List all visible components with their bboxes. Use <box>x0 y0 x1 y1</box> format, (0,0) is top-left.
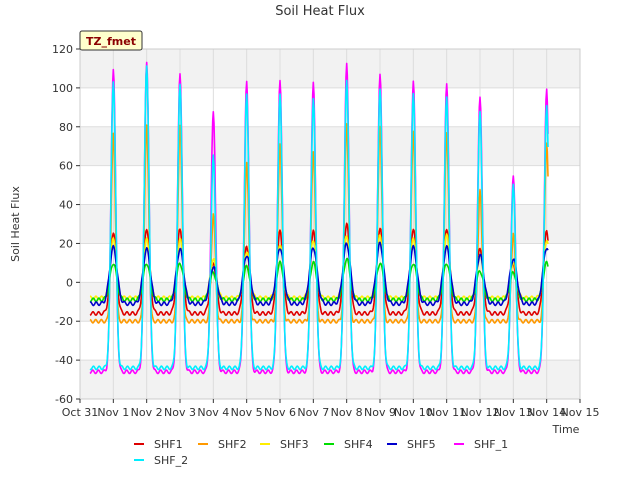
y-tick-label: 80 <box>59 121 73 134</box>
x-tick-label: Nov 6 <box>264 406 296 419</box>
series-line-shf-2 <box>89 65 549 371</box>
plot-band <box>80 87 580 127</box>
plot-band <box>80 204 580 244</box>
x-tick-label: Nov 2 <box>131 406 163 419</box>
y-tick-label: 40 <box>59 199 73 212</box>
plot-band <box>80 243 580 283</box>
station-badge-box <box>79 30 143 51</box>
legend-label: SHF2 <box>218 438 247 451</box>
series-line-shf5 <box>89 241 549 307</box>
series-lines <box>89 61 549 375</box>
y-tick-label: -60 <box>55 393 73 406</box>
x-axis-label: Time <box>552 423 580 436</box>
x-tick-label: Oct 31 <box>62 406 99 419</box>
y-tick-label: 20 <box>59 237 73 250</box>
legend-label: SHF_2 <box>154 454 188 467</box>
x-tick-label: Nov 9 <box>364 406 396 419</box>
y-tick-label: 100 <box>52 82 73 95</box>
x-tick-label: Nov 14 <box>527 406 566 419</box>
x-tick-label: Nov 10 <box>394 406 433 419</box>
x-tick-label: Nov 4 <box>197 406 229 419</box>
chart-title: Soil Heat Flux <box>275 4 365 19</box>
x-axis-ticks: Oct 31 Nov 1 Nov 2 Nov 3 Nov 4 Nov 5 Nov 6 Nov … <box>62 399 600 419</box>
plot-band <box>80 321 580 361</box>
legend-label: SHF_1 <box>474 438 508 451</box>
y-tick-label: 60 <box>59 160 73 173</box>
x-tick-label: Nov 1 <box>97 406 129 419</box>
x-tick-label: Nov 11 <box>427 406 466 419</box>
y-tick-label: 0 <box>66 276 73 289</box>
legend: SHF1 SHF2 SHF3 SHF4 SHF5 SHF_1 SHF_2 <box>134 438 508 467</box>
y-axis-ticks: -60 -40 -20 0 20 40 60 80 100 120 <box>52 43 80 406</box>
plot-band <box>80 165 580 205</box>
legend-label: SHF3 <box>280 438 309 451</box>
station-badge: TZ_fmet <box>79 30 143 51</box>
series-line-shf2 <box>89 123 549 324</box>
plot-frame <box>79 48 581 400</box>
x-tick-label: Nov 13 <box>494 406 533 419</box>
legend-label: SHF5 <box>407 438 436 451</box>
plot-band <box>80 49 580 88</box>
x-tick-label: Nov 3 <box>164 406 196 419</box>
y-axis-label: Soil Heat Flux <box>9 186 22 262</box>
plot-background-bands <box>80 49 580 399</box>
x-tick-label: Nov 7 <box>297 406 329 419</box>
legend-label: SHF4 <box>344 438 373 451</box>
x-tick-label: Nov 5 <box>231 406 263 419</box>
series-line-shf1 <box>89 222 549 317</box>
x-tick-label: Nov 15 <box>561 406 600 419</box>
y-tick-label: -20 <box>55 315 73 328</box>
x-tick-label: Nov 8 <box>331 406 363 419</box>
station-badge-label: TZ_fmet <box>86 35 136 48</box>
y-tick-label: 120 <box>52 43 73 56</box>
plot-band <box>80 126 580 166</box>
y-tick-label: -40 <box>55 354 73 367</box>
x-tick-label: Nov 12 <box>461 406 500 419</box>
legend-label: SHF1 <box>154 438 183 451</box>
